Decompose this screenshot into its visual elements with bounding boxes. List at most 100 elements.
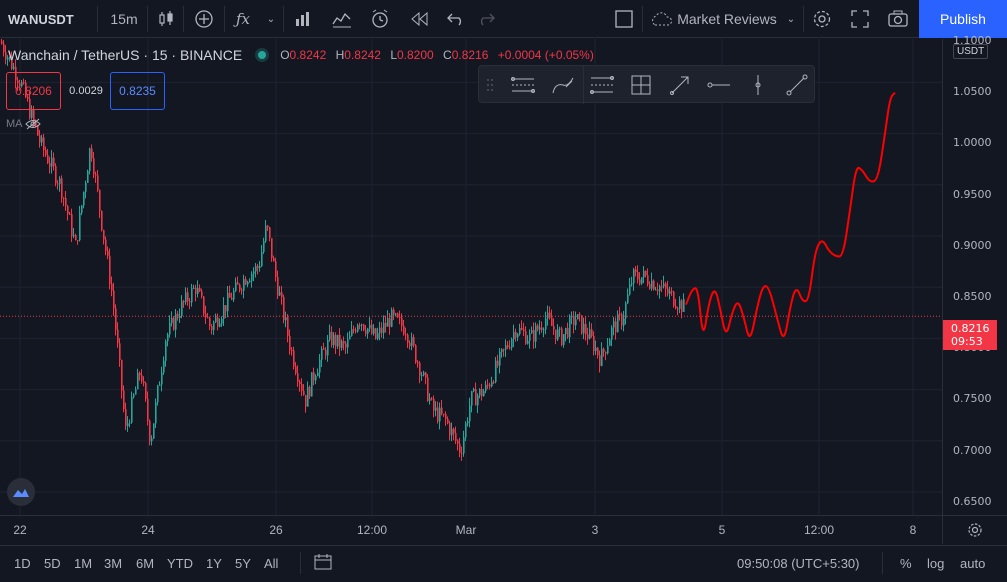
- candle-body: [13, 66, 15, 69]
- chart-pane[interactable]: [0, 39, 942, 515]
- calendar-goto-icon[interactable]: [314, 554, 332, 573]
- fx-icon[interactable]: ƒx: [235, 10, 250, 28]
- currency-button[interactable]: USDT: [953, 44, 989, 59]
- eye-hidden-icon[interactable]: [24, 118, 41, 130]
- chevron-down-icon[interactable]: ⌄: [266, 13, 276, 25]
- brush-icon[interactable]: [544, 66, 582, 104]
- candle-body: [343, 341, 345, 344]
- toolbar-divider: [97, 6, 98, 32]
- candle-body: [303, 390, 305, 395]
- undo-icon[interactable]: [442, 0, 470, 38]
- series-title[interactable]: Wanchain / TetherUS · 15 · BINANCE: [8, 47, 243, 63]
- time-axis[interactable]: 22 24 26 12:00 Mar 3 5 12:00 8: [0, 515, 942, 544]
- range-button-ytd[interactable]: YTD: [167, 556, 193, 571]
- candle-body: [201, 291, 203, 297]
- range-button-3m[interactable]: 3M: [104, 556, 123, 571]
- candle-body: [673, 291, 675, 307]
- fib-retracement-icon[interactable]: [583, 66, 621, 104]
- candle-body: [311, 372, 313, 397]
- candle-body: [267, 225, 269, 228]
- range-button-1d[interactable]: 1D: [14, 556, 31, 571]
- horizontal-ray-icon[interactable]: [700, 66, 738, 104]
- layout-name-label: Market Reviews: [677, 11, 777, 27]
- candle-body: [371, 324, 373, 334]
- candle-body: [339, 334, 341, 348]
- range-button-5y[interactable]: 5Y: [235, 556, 251, 571]
- rewind-icon[interactable]: [406, 0, 434, 38]
- candle-body: [143, 381, 145, 384]
- candle-body: [511, 339, 513, 348]
- candle-body: [615, 321, 617, 333]
- gear-icon[interactable]: [808, 0, 836, 38]
- gear-icon[interactable]: [967, 522, 983, 538]
- fullscreen-select-icon[interactable]: [610, 0, 638, 38]
- candles-icon[interactable]: [152, 0, 180, 38]
- price-axis[interactable]: USDT 1.1000 1.0500 1.0000 0.9500 0.9000 0.850…: [942, 34, 1007, 515]
- trend-line-icon[interactable]: [778, 66, 816, 104]
- sell-button[interactable]: 0.8206: [6, 72, 61, 110]
- tradingview-logo[interactable]: [7, 478, 35, 506]
- price-chart[interactable]: [0, 39, 942, 515]
- candle-body: [241, 289, 243, 291]
- alarm-clock-icon[interactable]: [366, 0, 394, 38]
- range-button-5d[interactable]: 5D: [44, 556, 61, 571]
- ma-indicator-legend[interactable]: MA: [6, 118, 41, 130]
- vertical-line-icon[interactable]: [739, 66, 777, 104]
- auto-toggle[interactable]: auto: [960, 556, 986, 571]
- candle-body: [211, 326, 213, 331]
- candle-body: [107, 250, 109, 256]
- low-value: 0.8200: [397, 48, 434, 62]
- candle-body: [633, 269, 635, 284]
- candle-body: [49, 163, 51, 167]
- gann-box-icon[interactable]: [622, 66, 660, 104]
- candle-body: [131, 396, 133, 423]
- chart-settings-corner[interactable]: [942, 515, 1007, 544]
- drag-handle-icon[interactable]: [479, 66, 501, 104]
- candle-body: [219, 323, 221, 327]
- interval-button[interactable]: 15m: [110, 11, 138, 27]
- compare-add-icon[interactable]: [189, 0, 219, 38]
- candle-body: [637, 272, 639, 280]
- redo-icon[interactable]: [472, 0, 500, 38]
- financials-icon[interactable]: [289, 0, 317, 38]
- candle-body: [467, 421, 469, 424]
- camera-icon[interactable]: [884, 0, 912, 38]
- bar-replay-chart-icon[interactable]: [328, 0, 356, 38]
- chevron-down-icon[interactable]: ⌄: [786, 13, 796, 25]
- market-status-dot[interactable]: [258, 51, 267, 59]
- candle-body: [549, 312, 551, 318]
- candle-body: [147, 398, 149, 421]
- candle-body: [567, 327, 569, 338]
- time-tick: 5: [718, 523, 726, 537]
- projection-brush-stroke: [685, 91, 896, 337]
- symbol-search[interactable]: WANUSDT: [8, 11, 74, 27]
- candle-body: [105, 239, 107, 251]
- timezone-clock[interactable]: 09:50:08 (UTC+5:30): [737, 556, 860, 571]
- log-toggle[interactable]: log: [927, 556, 945, 571]
- candle-body: [513, 332, 515, 340]
- candle-body: [185, 292, 187, 303]
- candle-body: [209, 317, 211, 327]
- candle-body: [429, 398, 431, 401]
- candle-body: [345, 343, 347, 348]
- parallel-channel-icon[interactable]: [504, 66, 542, 104]
- arrow-tool-icon[interactable]: [661, 66, 699, 104]
- range-button-1m[interactable]: 1M: [74, 556, 93, 571]
- candle-body: [55, 165, 57, 184]
- range-button-6m[interactable]: 6M: [136, 556, 155, 571]
- candle-body: [123, 390, 125, 410]
- publish-button[interactable]: Publish: [919, 0, 1007, 38]
- fullscreen-icon[interactable]: [846, 0, 874, 38]
- candle-body: [445, 414, 447, 419]
- percent-toggle[interactable]: %: [900, 556, 912, 571]
- toolbar-divider: [283, 6, 284, 32]
- candle-body: [405, 334, 407, 336]
- candle-body: [99, 190, 101, 211]
- candle-body: [125, 409, 127, 426]
- candle-body: [565, 327, 567, 335]
- layout-name-button[interactable]: Market Reviews: [648, 0, 778, 38]
- range-button-1y[interactable]: 1Y: [206, 556, 222, 571]
- buy-button[interactable]: 0.8235: [110, 72, 165, 110]
- candle-body: [301, 384, 303, 391]
- range-button-all[interactable]: All: [264, 556, 279, 571]
